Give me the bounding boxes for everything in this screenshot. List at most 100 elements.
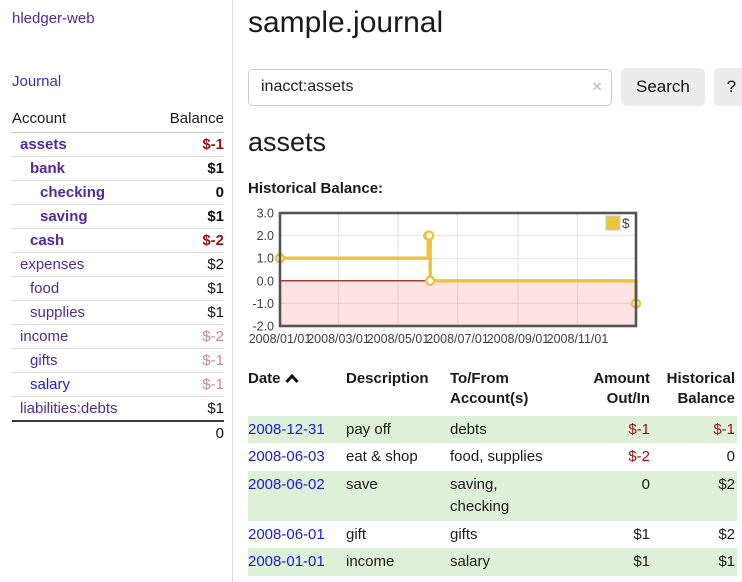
transaction-row: 2008-06-01 gift gifts $1 $2 (248, 521, 737, 549)
account-balance: $-2 (152, 228, 224, 253)
search-input[interactable] (248, 68, 612, 106)
account-balance: $2 (152, 252, 224, 277)
transaction-date-cell: 2008-06-01 (248, 521, 346, 549)
search-form: × Search ? (248, 68, 742, 106)
account-cell: assets (12, 132, 153, 157)
transaction-row: 2008-06-02 save saving, checking 0 $2 (248, 471, 737, 521)
account-link[interactable]: assets (20, 136, 67, 153)
transaction-date-cell: 2008-06-02 (248, 471, 346, 521)
transaction-balance: $2 (718, 476, 735, 493)
main-content: sample.journal × Search ? assets Histori… (233, 0, 742, 582)
chart-title: Historical Balance: (248, 180, 384, 197)
sort-ascending-icon (284, 370, 299, 390)
clear-search-icon[interactable]: × (592, 76, 602, 96)
svg-text:2008/07/01: 2008/07/01 (426, 332, 489, 346)
account-link[interactable]: checking (40, 184, 106, 201)
account-cell: income (12, 324, 153, 349)
transaction-amount: $-2 (628, 448, 650, 466)
account-row: bank $1 (12, 156, 224, 181)
accounts-table: Account Balance assets $-1 bank $1 checking 0… (12, 107, 224, 445)
account-row: liabilities:debts $1 (12, 397, 224, 422)
account-balance: $-1 (152, 348, 224, 373)
transaction-description: eat & shop (346, 448, 418, 466)
account-row: food $1 (12, 276, 224, 301)
historical-balance-chart: $3.0 2.0 1.0 0.0 -1.0 -2.0 2008/01/01 2008/03/0… (248, 206, 646, 354)
svg-text:-2.0: -2.0 (252, 320, 274, 334)
transaction-accounts: debts (450, 420, 487, 438)
account-balance: $1 (152, 276, 224, 301)
account-link[interactable]: saving (40, 208, 88, 225)
transaction-date-cell: 2008-12-31 (248, 416, 346, 444)
account-cell: expenses (12, 252, 153, 277)
account-balance: $-2 (152, 324, 224, 349)
transaction-row: 2008-12-31 pay off debts $-1 $-1 (248, 415, 737, 444)
account-row: supplies $1 (12, 300, 224, 325)
account-balance: $-1 (152, 372, 224, 397)
account-row: checking 0 (12, 180, 224, 205)
transaction-row: 2008-06-03 eat & shop food, supplies $-2 0 (248, 443, 737, 471)
register-header-date-label: Date (248, 370, 281, 387)
transaction-amount: $-1 (628, 420, 650, 438)
transaction-amount: $1 (633, 525, 650, 543)
svg-text:2008/03/01: 2008/03/01 (307, 332, 370, 346)
transaction-accounts: salary (450, 553, 491, 571)
account-row: saving $1 (12, 204, 224, 229)
account-balance: $1 (152, 300, 224, 325)
account-cell: checking (12, 180, 153, 205)
search-button[interactable]: Search (621, 68, 705, 106)
search-help-button[interactable]: ? (713, 68, 742, 106)
svg-text:3.0: 3.0 (257, 207, 274, 221)
transaction-date-link[interactable]: 2008-01-01 (248, 553, 325, 571)
transaction-description: gift (346, 525, 367, 543)
transaction-date-cell: 2008-01-01 (248, 548, 346, 576)
account-link[interactable]: salary (30, 376, 71, 393)
register-header-date[interactable]: Date (248, 367, 346, 416)
transaction-row: 2008-01-01 income salary $1 $1 (248, 548, 737, 576)
transaction-date-link[interactable]: 2008-12-31 (248, 420, 325, 438)
transaction-date-link[interactable]: 2008-06-02 (248, 476, 325, 493)
account-link[interactable]: supplies (30, 304, 86, 321)
transaction-balance: $1 (718, 553, 735, 571)
svg-text:2008/05/01: 2008/05/01 (367, 332, 430, 346)
transaction-balance: $2 (718, 525, 735, 543)
account-row: cash $-2 (12, 228, 224, 253)
register-table: Date Description To/From Account(s) Amou… (248, 367, 737, 576)
account-link[interactable]: food (30, 280, 60, 297)
transaction-amount: 0 (641, 476, 650, 493)
account-link[interactable]: cash (30, 232, 65, 249)
accounts-total-row: 0 (12, 420, 224, 445)
account-link[interactable]: gifts (30, 352, 58, 369)
account-link[interactable]: liabilities:debts (20, 400, 118, 417)
account-link[interactable]: bank (30, 160, 66, 177)
accounts-total-spacer (12, 420, 153, 445)
account-link[interactable]: expenses (20, 256, 85, 273)
svg-text:2008/11/01: 2008/11/01 (547, 332, 609, 346)
transaction-date-link[interactable]: 2008-06-01 (248, 525, 325, 543)
account-heading: assets (248, 127, 327, 157)
register-header-accounts: To/From Account(s) (450, 370, 529, 408)
register-header-description: Description (346, 370, 429, 387)
svg-text:-1.0: -1.0 (252, 297, 274, 311)
svg-text:2008/01/01: 2008/01/01 (249, 332, 312, 346)
page-title: sample.journal (248, 6, 444, 39)
register-header-balance: Historical Balance (666, 370, 735, 408)
account-link[interactable]: income (20, 328, 69, 345)
account-cell: saving (12, 204, 153, 229)
svg-text:2.0: 2.0 (257, 229, 274, 243)
account-balance: $1 (152, 204, 224, 229)
transaction-date-link[interactable]: 2008-06-03 (248, 448, 325, 466)
transaction-description: save (346, 476, 378, 493)
account-cell: food (12, 276, 153, 301)
transaction-description: pay off (346, 420, 391, 438)
svg-text:1.0: 1.0 (257, 252, 274, 266)
account-cell: salary (12, 372, 153, 397)
journal-link[interactable]: Journal (12, 73, 62, 90)
account-row: salary $-1 (12, 372, 224, 397)
sidebar: hledger-web Journal Account Balance asse… (0, 0, 233, 582)
account-cell: cash (12, 228, 153, 253)
account-row: income $-2 (12, 324, 224, 349)
sidebar-nav: Journal (12, 73, 224, 90)
transaction-balance: 0 (726, 448, 735, 466)
account-balance: $1 (152, 156, 224, 181)
app-title-link[interactable]: hledger-web (12, 10, 95, 27)
